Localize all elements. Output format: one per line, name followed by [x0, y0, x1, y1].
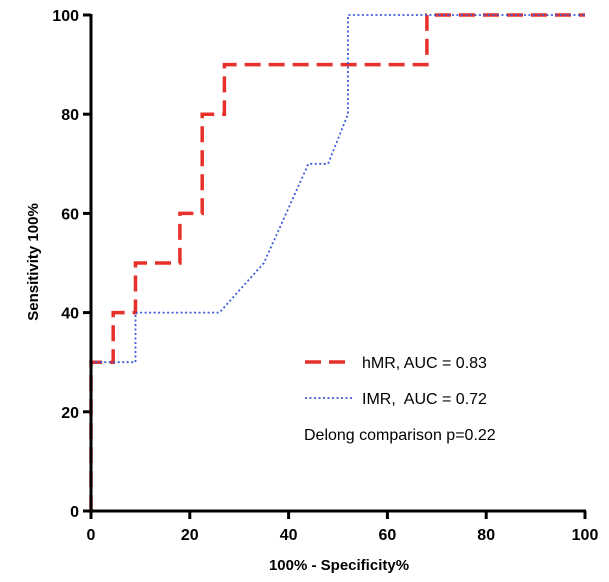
- y-tick-label: 20: [61, 405, 79, 422]
- x-axis-title: 100% - Specificity%: [269, 557, 409, 574]
- y-tick-label: 0: [70, 504, 79, 521]
- imr-curve: [90, 14, 585, 511]
- y-axis-title: Sensitivity 100%: [25, 203, 42, 321]
- x-tick-label: 60: [379, 527, 397, 544]
- legend-label-imr: IMR, AUC = 0.72: [362, 391, 487, 408]
- x-tick-label: 80: [477, 527, 495, 544]
- delong-annotation: Delong comparison p=0.22: [304, 427, 496, 444]
- hmr-curve: [89, 13, 585, 511]
- series-lines: [89, 13, 585, 511]
- legend: hMR, AUC = 0.83 IMR, AUC = 0.72: [305, 355, 487, 408]
- x-tick-label: 40: [280, 527, 298, 544]
- y-tick-label: 60: [61, 206, 79, 223]
- y-tick-label: 80: [61, 107, 79, 124]
- legend-label-hmr: hMR, AUC = 0.83: [362, 355, 487, 372]
- x-tick-label: 20: [181, 527, 199, 544]
- y-tick-label: 100: [52, 8, 79, 25]
- x-tick-label: 100: [572, 527, 599, 544]
- x-tick-label: 0: [87, 527, 96, 544]
- y-tick-label: 40: [61, 306, 79, 323]
- axis-ticks: 0 20 40 60 80 100 0 20 40 60 80 100: [52, 8, 598, 544]
